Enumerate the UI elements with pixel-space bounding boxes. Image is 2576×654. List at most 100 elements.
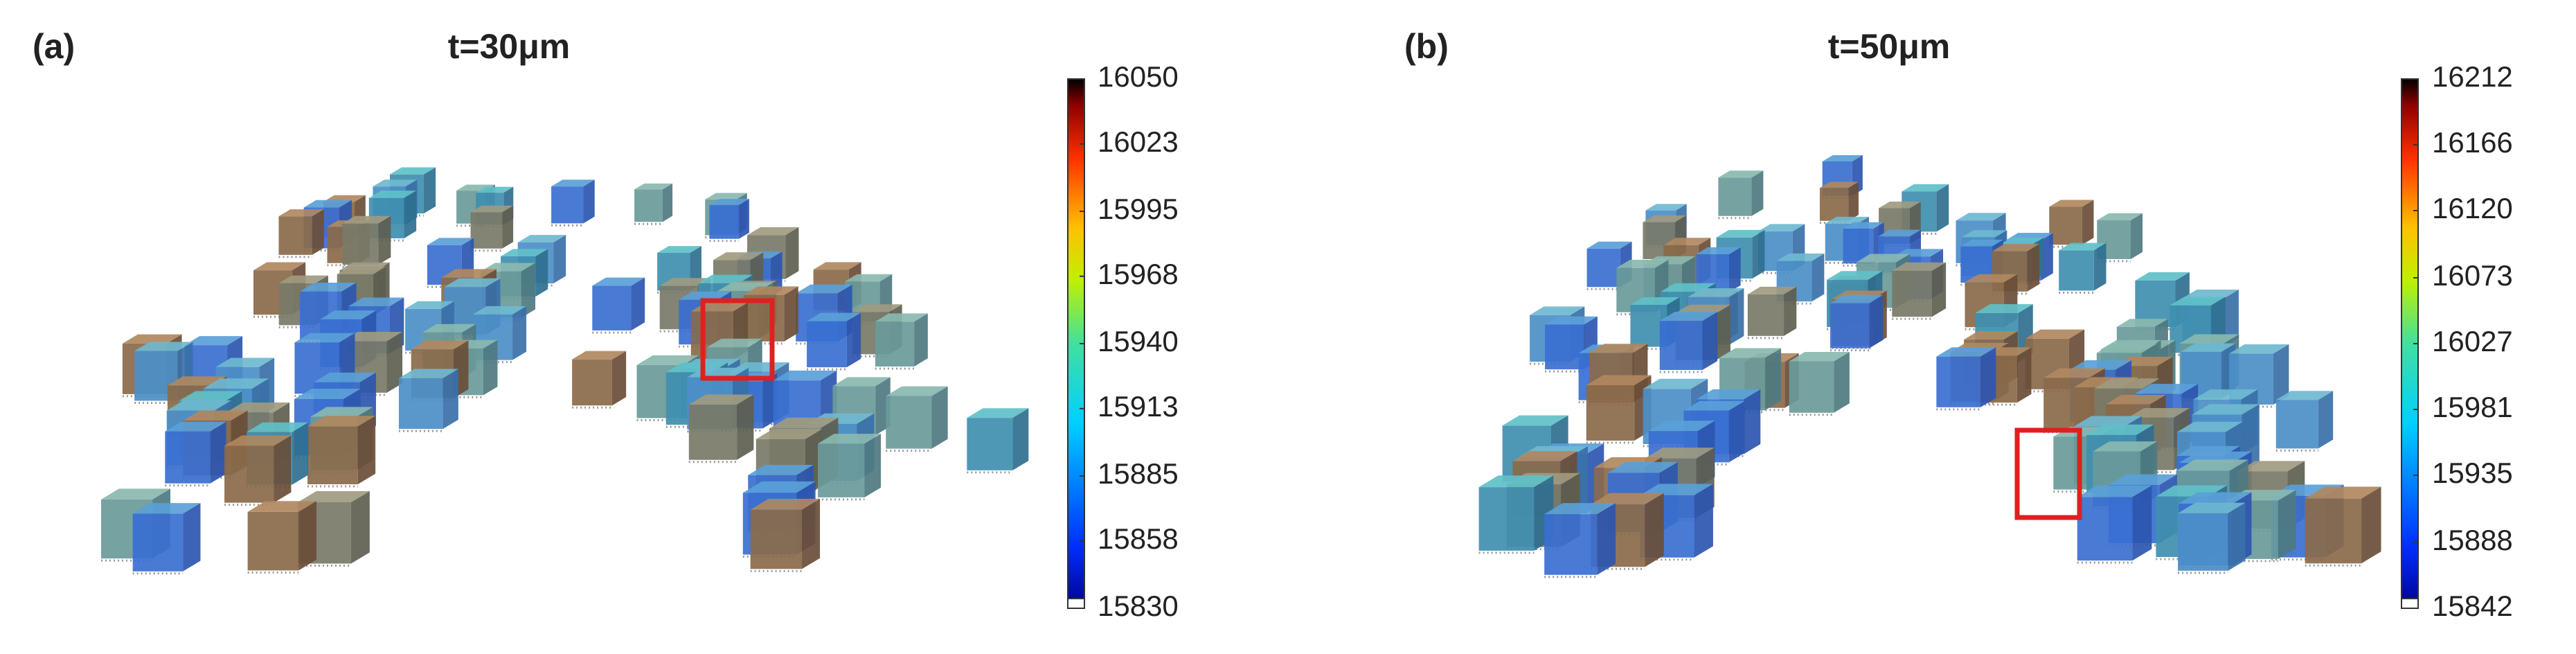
cube-top xyxy=(1960,239,2003,247)
cube-top xyxy=(1643,215,1686,222)
cube-side xyxy=(846,312,861,368)
cube-top xyxy=(313,372,376,382)
cube-top xyxy=(2093,441,2158,452)
panel-label: (b) xyxy=(1404,27,1449,66)
cube-top xyxy=(1856,254,1911,263)
cube-top xyxy=(203,378,269,389)
cube-front xyxy=(2135,281,2176,327)
cube-top xyxy=(398,369,458,378)
cube-top xyxy=(748,465,814,475)
cube-top xyxy=(1892,262,1947,271)
cube-top xyxy=(368,191,417,198)
cube-top xyxy=(807,312,861,321)
cube-top xyxy=(183,410,248,421)
cube-side xyxy=(502,205,514,249)
cube-top xyxy=(2181,343,2236,352)
cube-side xyxy=(483,339,498,396)
tick-label: 15995 xyxy=(1098,193,1179,225)
cube-top xyxy=(2094,378,2160,389)
cube-top xyxy=(1545,316,1598,325)
cube-top xyxy=(1789,351,1850,362)
cube-top xyxy=(1544,503,1616,515)
cube-top xyxy=(1827,271,1883,280)
cube-top xyxy=(572,351,627,360)
cube-side xyxy=(1980,347,1996,407)
cube-front xyxy=(1545,324,1584,370)
cube-top xyxy=(411,340,469,350)
cube-top xyxy=(122,334,182,344)
cube-top xyxy=(470,205,514,213)
cube-top xyxy=(773,370,837,381)
cube-top xyxy=(166,400,232,411)
cube-top xyxy=(247,501,317,512)
cube-top xyxy=(2073,416,2142,427)
cube-side xyxy=(1752,229,1765,279)
cube-top xyxy=(441,269,497,278)
cube-top xyxy=(310,407,373,417)
cube-top xyxy=(215,357,275,367)
cube-top xyxy=(2097,213,2143,220)
cube-side xyxy=(442,369,458,430)
cube-front xyxy=(688,405,737,460)
cube-side xyxy=(739,198,749,239)
tick-label: 16050 xyxy=(1098,60,1179,93)
tick-label: 15842 xyxy=(2432,590,2513,622)
cube-front xyxy=(278,216,312,255)
cube-side xyxy=(1848,182,1859,221)
cube-front xyxy=(1696,254,1730,292)
cube-top xyxy=(444,278,501,288)
cube-top xyxy=(2305,486,2381,499)
cube-top xyxy=(1645,204,1687,211)
cube-side xyxy=(1702,312,1718,371)
cube-side xyxy=(386,332,403,393)
cube-top xyxy=(1675,304,1730,314)
cube-side xyxy=(2228,502,2246,571)
cube-top xyxy=(832,377,891,387)
cube-scene xyxy=(1478,154,2381,578)
cube-top xyxy=(1688,288,1744,297)
cube-top xyxy=(1683,400,1745,411)
cube-top xyxy=(1964,330,2018,340)
cube-side xyxy=(784,286,798,342)
cube-side xyxy=(931,386,948,449)
cube-top xyxy=(755,428,823,439)
tick-label: 16212 xyxy=(2432,60,2513,93)
cube-side xyxy=(1645,493,1664,567)
cube-top xyxy=(2069,360,2132,370)
cube-side xyxy=(423,167,436,214)
cube-side xyxy=(631,277,645,331)
cube-top xyxy=(303,200,352,208)
cube-top xyxy=(1502,415,1568,426)
cube-top xyxy=(2025,329,2085,339)
cube-top xyxy=(1663,238,1711,245)
cube-top xyxy=(875,313,928,322)
cube-top xyxy=(132,503,201,514)
cube-front xyxy=(807,321,847,368)
cube-top xyxy=(1719,348,1782,358)
cube-front xyxy=(967,418,1013,470)
cube-top xyxy=(2109,474,2177,485)
cube-top xyxy=(422,324,476,333)
cube-side xyxy=(2132,485,2152,561)
cube-top xyxy=(1747,286,1797,294)
tick-label: 16027 xyxy=(2432,325,2513,357)
cube-top xyxy=(2228,344,2289,354)
cube-top xyxy=(2178,502,2246,513)
cube-top xyxy=(688,394,754,405)
cube-side xyxy=(1784,286,1797,336)
cube-front xyxy=(634,189,663,222)
cube-side xyxy=(350,491,370,564)
cube-side xyxy=(2016,347,2032,403)
cube-top xyxy=(300,282,357,292)
cube-top xyxy=(373,179,418,187)
cube-front xyxy=(1586,385,1635,441)
cube-top xyxy=(1758,224,1805,231)
cube-front xyxy=(1718,177,1752,216)
cube-top xyxy=(706,338,762,348)
cube-front xyxy=(1478,487,1535,551)
cube-top xyxy=(427,238,474,245)
cube-side xyxy=(662,183,673,222)
cube-side xyxy=(292,422,309,485)
cube-side xyxy=(802,499,821,569)
cube-top xyxy=(967,408,1029,418)
